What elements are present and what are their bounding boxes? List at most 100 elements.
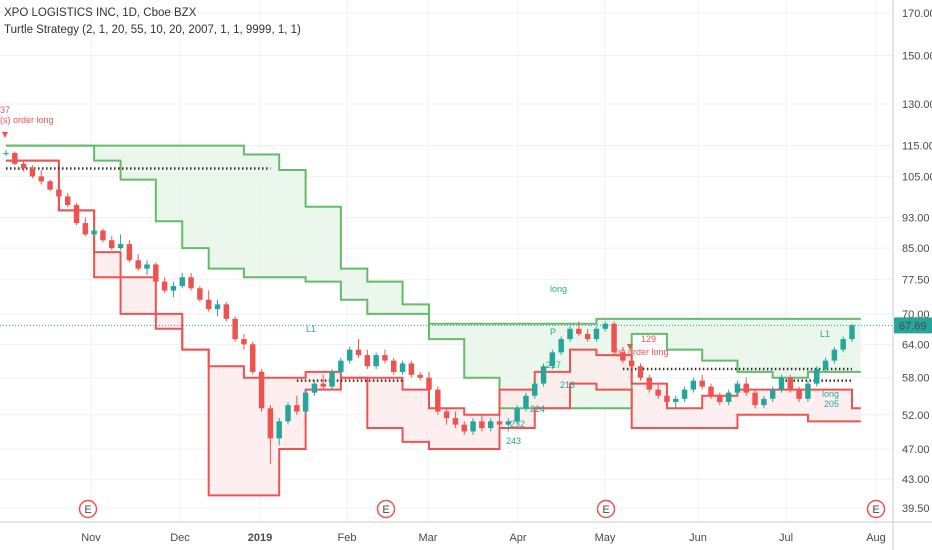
candle-body [725, 392, 732, 402]
candle-body [576, 328, 582, 334]
last-price-label: 67.69 [899, 320, 927, 332]
candle-body [294, 405, 300, 412]
trade-annotation-label: 232 [510, 419, 525, 429]
candle-body [29, 168, 36, 177]
strategy-label[interactable]: Turtle Strategy (2, 1, 20, 55, 10, 20, 2… [4, 24, 301, 36]
y-tick-label: 58.00 [902, 373, 930, 385]
candle-body [673, 398, 679, 402]
candle-body [197, 288, 203, 300]
red-band-lower [6, 159, 861, 497]
candle-body [435, 389, 441, 412]
last-price-badge [894, 317, 932, 334]
candle-body [329, 371, 335, 387]
candle-body [805, 383, 811, 399]
candle-body [620, 352, 626, 361]
candle-body [20, 163, 27, 169]
candle-body [558, 339, 564, 353]
candle-body [38, 176, 44, 182]
candle-body [778, 377, 785, 390]
candle-body [47, 181, 53, 190]
earnings-marker-icon [866, 499, 886, 519]
candle-body [391, 360, 397, 372]
candle-body [355, 349, 362, 356]
candle-body [170, 286, 177, 291]
candle-body [82, 223, 89, 235]
candle-body [796, 389, 802, 399]
candle-body [126, 244, 133, 261]
x-tick-label: Apr [509, 532, 526, 544]
order-arrow-icon [627, 344, 633, 350]
candle-body [408, 363, 415, 375]
candle-body [699, 380, 705, 387]
candle-body [364, 355, 371, 367]
candle-body [769, 389, 776, 399]
candle-body [64, 196, 71, 206]
candle-body [346, 349, 353, 361]
y-tick-label: 150.00 [902, 50, 932, 62]
candle-body [743, 383, 749, 393]
trade-annotation-label: (s) order long [615, 347, 669, 357]
candle-body [822, 360, 829, 370]
candle-body [505, 421, 512, 425]
candle-body [461, 424, 467, 432]
y-tick-label: 93.00 [902, 213, 930, 225]
candle-body [214, 304, 221, 310]
candle-body [399, 363, 406, 372]
price-axis[interactable]: 170.00 150.00 130.00 115.00 105.00 93.00 85.00… [892, 0, 932, 550]
candle-body [232, 318, 238, 340]
candle-body [135, 260, 141, 269]
candle-body [223, 304, 230, 319]
trade-annotation-label: P [550, 327, 556, 337]
x-tick-label: 2019 [248, 532, 272, 544]
candle-body [681, 389, 688, 399]
candle-body [514, 408, 520, 422]
candle-body [302, 392, 309, 412]
trade-annotation-label: 213 [560, 380, 575, 390]
candle-body [602, 323, 608, 329]
candle-body [443, 411, 450, 419]
red-band-upper [6, 159, 861, 416]
earnings-marker-label: E [84, 504, 91, 516]
candle-body [540, 366, 547, 384]
y-tick-label: 64.00 [902, 339, 930, 351]
x-tick-label: Nov [81, 532, 101, 544]
candle-body [373, 355, 379, 367]
candle-body [752, 392, 758, 406]
trade-annotation-label: L1 [306, 324, 316, 334]
trade-annotation-label: (s) order long [0, 115, 54, 125]
earnings-marker-icon [376, 499, 396, 519]
candle-body [787, 377, 794, 390]
turtle-bands [6, 144, 861, 497]
candle-body [311, 383, 318, 393]
symbol-title[interactable]: XPO LOGISTICS INC, 1D, Cboe BZX [4, 7, 197, 19]
time-axis[interactable]: Nov Dec 2019 Feb Mar Apr May Jun Jul Aug [0, 521, 932, 544]
candle-body [320, 383, 326, 387]
candle-body [717, 395, 723, 402]
candle-body [117, 244, 124, 249]
candle-body [655, 389, 661, 396]
candle-body [153, 264, 159, 282]
candle-body [100, 230, 106, 241]
candle-body [73, 205, 80, 224]
candle-body [205, 299, 212, 310]
trade-annotation-label: 129 [641, 334, 656, 344]
y-tick-label: 43.00 [902, 474, 930, 486]
trade-annotation-label: 224 [530, 404, 545, 414]
earnings-marker-label: E [602, 504, 609, 516]
y-tick-label: 115.00 [902, 141, 932, 153]
candle-body [12, 153, 18, 164]
candle-body [831, 349, 838, 361]
green-band-fill [6, 145, 861, 409]
y-tick-label: 170.00 [902, 8, 932, 20]
candle-body [567, 328, 573, 340]
x-tick-label: Jun [689, 532, 707, 544]
y-tick-label: 47.00 [902, 444, 930, 456]
x-tick-label: Aug [866, 532, 886, 544]
candle-body [584, 333, 591, 340]
candle-body [382, 355, 388, 361]
y-tick-label: 52.00 [902, 410, 930, 422]
